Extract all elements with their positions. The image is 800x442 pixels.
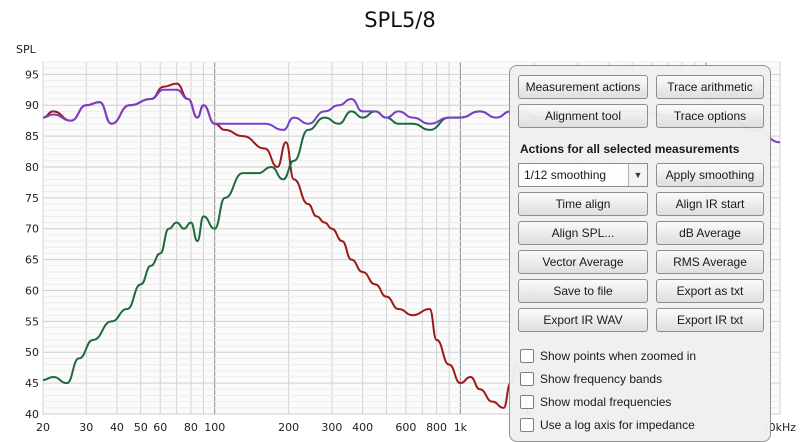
y-tick-label: 80 [25,161,39,174]
x-tick-label: 80 [184,421,198,434]
checkbox-label: Show frequency bands [540,371,663,386]
checkbox-label: Show modal frequencies [540,394,672,409]
x-tick-label: 800 [426,421,447,434]
y-tick-label: 90 [25,99,39,112]
checkbox-box[interactable] [520,394,534,409]
y-tick-label: 70 [25,223,39,236]
x-tick-label: 30 [79,421,93,434]
measurement-actions-panel: Measurement actions Trace arithmetic Ali… [509,65,771,442]
align-spl-button[interactable]: Align SPL... [518,221,648,245]
y-tick-label: 85 [25,130,39,143]
save-to-file-button[interactable]: Save to file [518,279,648,303]
x-tick-label: 600 [395,421,416,434]
y-tick-label: 95 [25,68,39,81]
checkbox-box[interactable] [520,371,534,386]
trace-arithmetic-button[interactable]: Trace arithmetic [656,75,764,99]
log-axis-impedance-checkbox[interactable]: Use a log axis for impedance [520,417,695,433]
plot-title: SPL5/8 [364,8,436,32]
export-ir-txt-button[interactable]: Export IR txt [656,308,764,332]
align-ir-start-button[interactable]: Align IR start [656,192,764,216]
measurement-actions-button[interactable]: Measurement actions [518,75,648,99]
y-tick-label: 55 [25,315,39,328]
apply-smoothing-button[interactable]: Apply smoothing [656,163,764,187]
rms-average-button[interactable]: RMS Average [656,250,764,274]
trace-options-button[interactable]: Trace options [656,104,764,128]
show-modal-frequencies-checkbox[interactable]: Show modal frequencies [520,394,671,410]
y-axis-label: SPL [16,43,36,56]
y-tick-labels: 40 45 50 55 60 65 70 75 80 85 90 95 [25,68,39,421]
y-tick-label: 75 [25,192,39,205]
export-as-txt-button[interactable]: Export as txt [656,279,764,303]
checkbox-label: Show points when zoomed in [540,348,697,363]
smoothing-dropdown[interactable]: 1/12 smoothing ▼ [518,163,648,187]
actions-heading: Actions for all selected measurements [520,142,740,156]
x-tick-label: 40 [110,421,124,434]
x-tick-label: 1k [454,421,468,434]
checkbox-box[interactable] [520,417,534,432]
checkbox-box[interactable] [520,348,534,363]
y-tick-label: 50 [25,346,39,359]
db-average-button[interactable]: dB Average [656,221,764,245]
alignment-tool-button[interactable]: Alignment tool [518,104,648,128]
smoothing-value: 1/12 smoothing [524,168,607,182]
y-tick-label: 60 [25,284,39,297]
x-tick-label: 60 [153,421,167,434]
x-tick-label: 20 [36,421,50,434]
checkbox-label: Use a log axis for impedance [540,417,695,432]
x-tick-label: 50 [134,421,148,434]
show-points-checkbox[interactable]: Show points when zoomed in [520,348,696,364]
show-frequency-bands-checkbox[interactable]: Show frequency bands [520,371,662,387]
x-tick-label: 200 [278,421,299,434]
series-line-2 [42,110,524,385]
x-tick-label: 300 [321,421,342,434]
y-tick-label: 45 [25,377,39,390]
y-tick-label: 40 [25,408,39,421]
export-ir-wav-button[interactable]: Export IR WAV [518,308,648,332]
chevron-down-icon[interactable]: ▼ [628,164,647,186]
vector-average-button[interactable]: Vector Average [518,250,648,274]
y-tick-label: 65 [25,254,39,267]
time-align-button[interactable]: Time align [518,192,648,216]
x-tick-label: 400 [352,421,373,434]
x-tick-label: 100 [204,421,225,434]
